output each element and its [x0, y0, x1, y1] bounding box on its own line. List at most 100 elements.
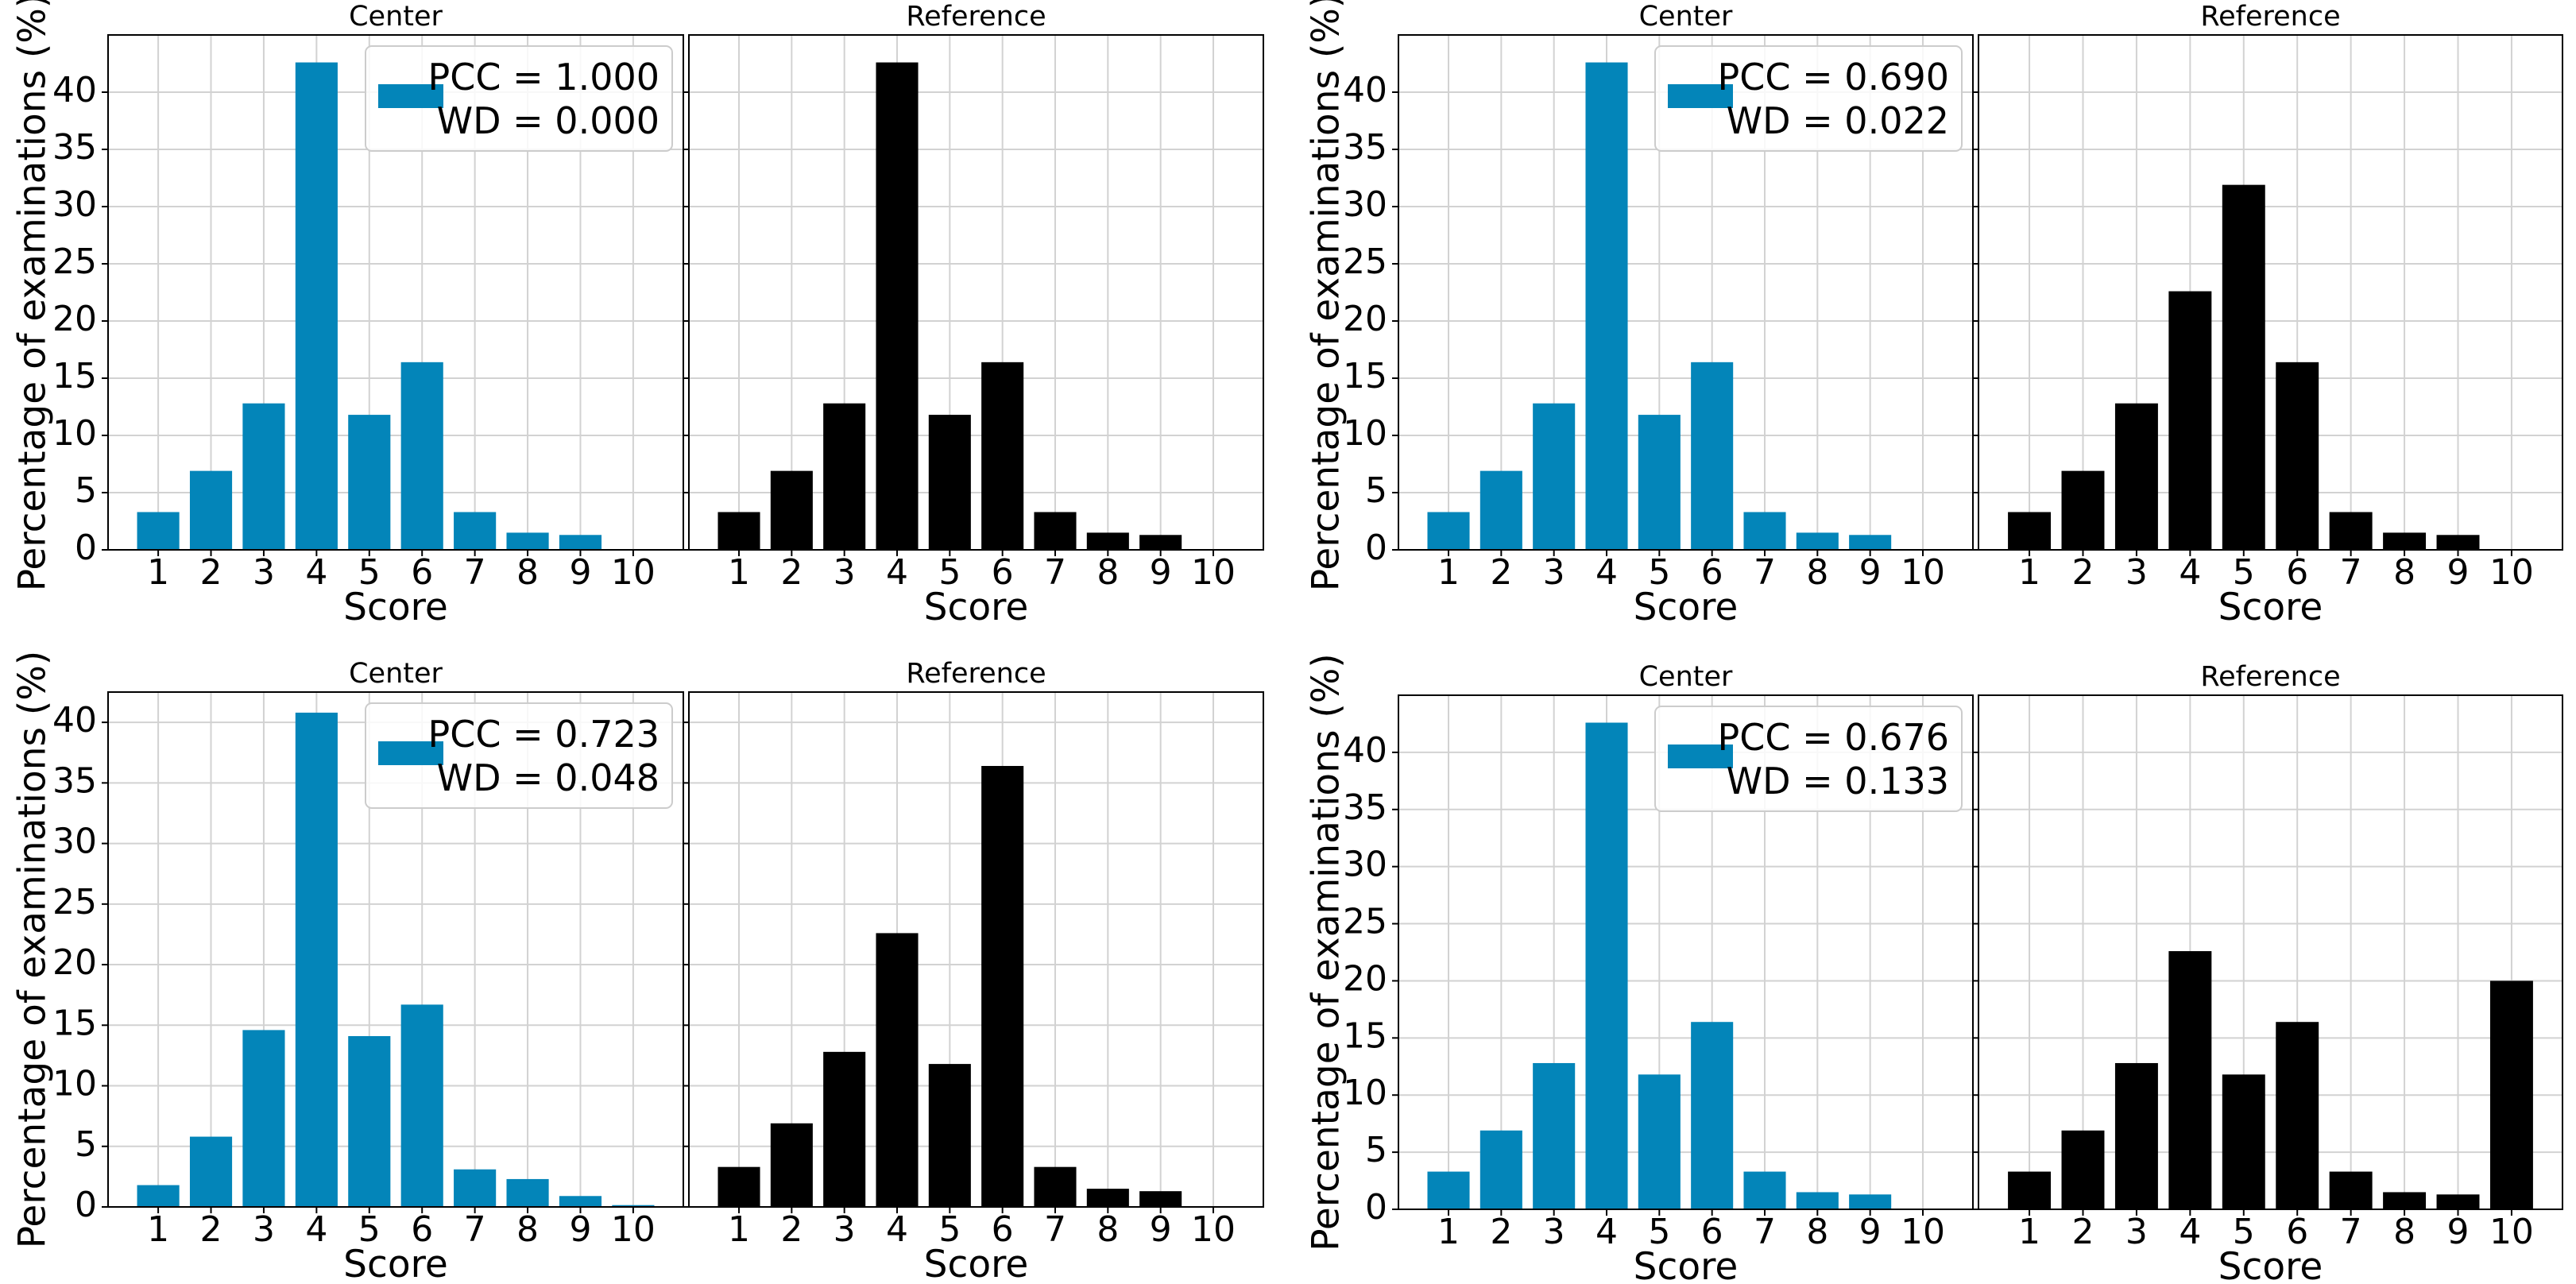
- x-tick-label: 7: [2340, 1212, 2362, 1252]
- x-tick-label: 8: [1806, 552, 1828, 593]
- bar-reference-score-6: [981, 766, 1024, 1207]
- axes-frame: [1978, 34, 2563, 551]
- x-tick-label: 10: [2489, 1212, 2534, 1252]
- axes-frame: [107, 691, 684, 1208]
- x-tick-label: 5: [2233, 1212, 2255, 1252]
- x-tick-label: 2: [2071, 1212, 2094, 1252]
- panel-title: Center: [1639, 661, 1733, 693]
- y-tick-label: 5: [1365, 1130, 1387, 1170]
- x-tick-label: 7: [1044, 1209, 1066, 1250]
- x-tick-label: 6: [992, 552, 1014, 593]
- bar-reference-score-3: [2114, 1062, 2158, 1209]
- bar-center-score-5: [1638, 415, 1681, 550]
- x-tick-label: 4: [2179, 1212, 2201, 1252]
- y-tick-label: 30: [1343, 845, 1387, 885]
- bar-reference-score-5: [2222, 184, 2265, 550]
- bar-center-score-6: [1691, 362, 1734, 550]
- y-tick-label: 30: [52, 184, 97, 225]
- y-tick-label: 25: [1343, 902, 1387, 942]
- x-tick-label: 1: [147, 1209, 169, 1250]
- bar-reference-score-9: [2436, 535, 2480, 550]
- panel-title: Reference: [2200, 1, 2340, 33]
- x-tick-label: 2: [2071, 552, 2094, 593]
- y-tick-label: 35: [1343, 127, 1387, 168]
- bar-center-score-5: [348, 415, 391, 550]
- bar-center-score-9: [1849, 1194, 1892, 1209]
- x-tick-label: 3: [2125, 1212, 2148, 1252]
- x-tick-label: 3: [1543, 1212, 1565, 1252]
- y-tick-label: 25: [1343, 242, 1387, 282]
- bar-center-score-7: [1743, 512, 1786, 550]
- bar-center-score-3: [1533, 1062, 1576, 1209]
- y-tick-label: 15: [1343, 1015, 1387, 1056]
- y-axis-label: Percentage of examinations (%): [11, 651, 55, 1249]
- y-tick-label: 0: [1365, 528, 1387, 568]
- x-tick-label: 2: [200, 552, 222, 593]
- x-tick-label: 4: [305, 1209, 327, 1250]
- bar-reference-score-7: [2329, 1171, 2373, 1209]
- x-tick-label: 1: [728, 1209, 750, 1250]
- axes-frame: [688, 34, 1264, 551]
- bar-center-score-3: [242, 403, 285, 550]
- legend-wd: WD = 0.133: [1727, 760, 1949, 802]
- bar-reference-score-8: [1086, 532, 1129, 550]
- bar-center-score-8: [1796, 1192, 1839, 1209]
- y-tick-label: 15: [52, 1003, 97, 1043]
- bar-center-score-2: [1479, 1130, 1522, 1209]
- y-tick-label: 0: [1365, 1187, 1387, 1228]
- x-tick-label: 1: [2018, 552, 2040, 593]
- y-tick-label: 20: [1343, 958, 1387, 999]
- bar-reference-score-8: [2383, 1192, 2427, 1209]
- bar-reference-score-4: [876, 933, 919, 1207]
- legend-swatch: [1668, 84, 1733, 108]
- bar-center-score-4: [1585, 62, 1628, 550]
- x-tick-label: 5: [938, 1209, 961, 1250]
- x-tick-label: 1: [1437, 1212, 1460, 1252]
- bar-reference-score-6: [2276, 362, 2319, 550]
- legend-pcc: PCC = 0.723: [428, 713, 659, 756]
- x-tick-label: 8: [516, 552, 539, 593]
- x-tick-label: 10: [1901, 552, 1945, 593]
- bar-center-score-3: [242, 1030, 285, 1207]
- bar-reference-score-9: [1139, 535, 1182, 550]
- bar-center-score-8: [1796, 532, 1839, 550]
- panel-title: Reference: [906, 658, 1046, 690]
- y-tick-label: 35: [1343, 787, 1387, 828]
- bar-reference-score-5: [2222, 1074, 2265, 1209]
- y-tick-label: 40: [1343, 70, 1387, 110]
- bar-center-score-8: [506, 1178, 549, 1207]
- legend-swatch: [378, 741, 443, 765]
- axes-frame: [688, 691, 1264, 1208]
- y-tick-label: 35: [52, 127, 97, 168]
- bar-reference-score-5: [928, 415, 971, 550]
- legend-swatch: [1668, 744, 1733, 768]
- bar-reference-score-3: [823, 403, 866, 550]
- panel-reference: Reference 1 2 3 4 5 6 7 8 9 10 Score: [683, 658, 1264, 1284]
- panel-title: Center: [349, 658, 443, 690]
- bar-reference-score-1: [2008, 1171, 2052, 1209]
- bar-center-score-2: [189, 1136, 233, 1207]
- bar-center-score-1: [1427, 1171, 1470, 1209]
- y-tick-label: 5: [75, 1124, 97, 1165]
- bar-center-score-8: [506, 532, 549, 550]
- panel-title: Center: [349, 1, 443, 33]
- panel-reference: Reference 1 2 3 4 5 6 7 8 9 10 Score: [683, 1, 1264, 629]
- x-tick-label: 9: [569, 552, 591, 593]
- bar-center-score-9: [559, 1196, 602, 1207]
- bar-center-score-6: [400, 1004, 443, 1207]
- x-tick-label: 2: [200, 1209, 222, 1250]
- legend-pcc: PCC = 0.676: [1718, 716, 1949, 759]
- bar-center-score-6: [1691, 1022, 1734, 1209]
- bar-center-score-1: [1427, 512, 1470, 550]
- x-tick-label: 4: [1595, 552, 1618, 593]
- axes-frame: [1398, 694, 1974, 1210]
